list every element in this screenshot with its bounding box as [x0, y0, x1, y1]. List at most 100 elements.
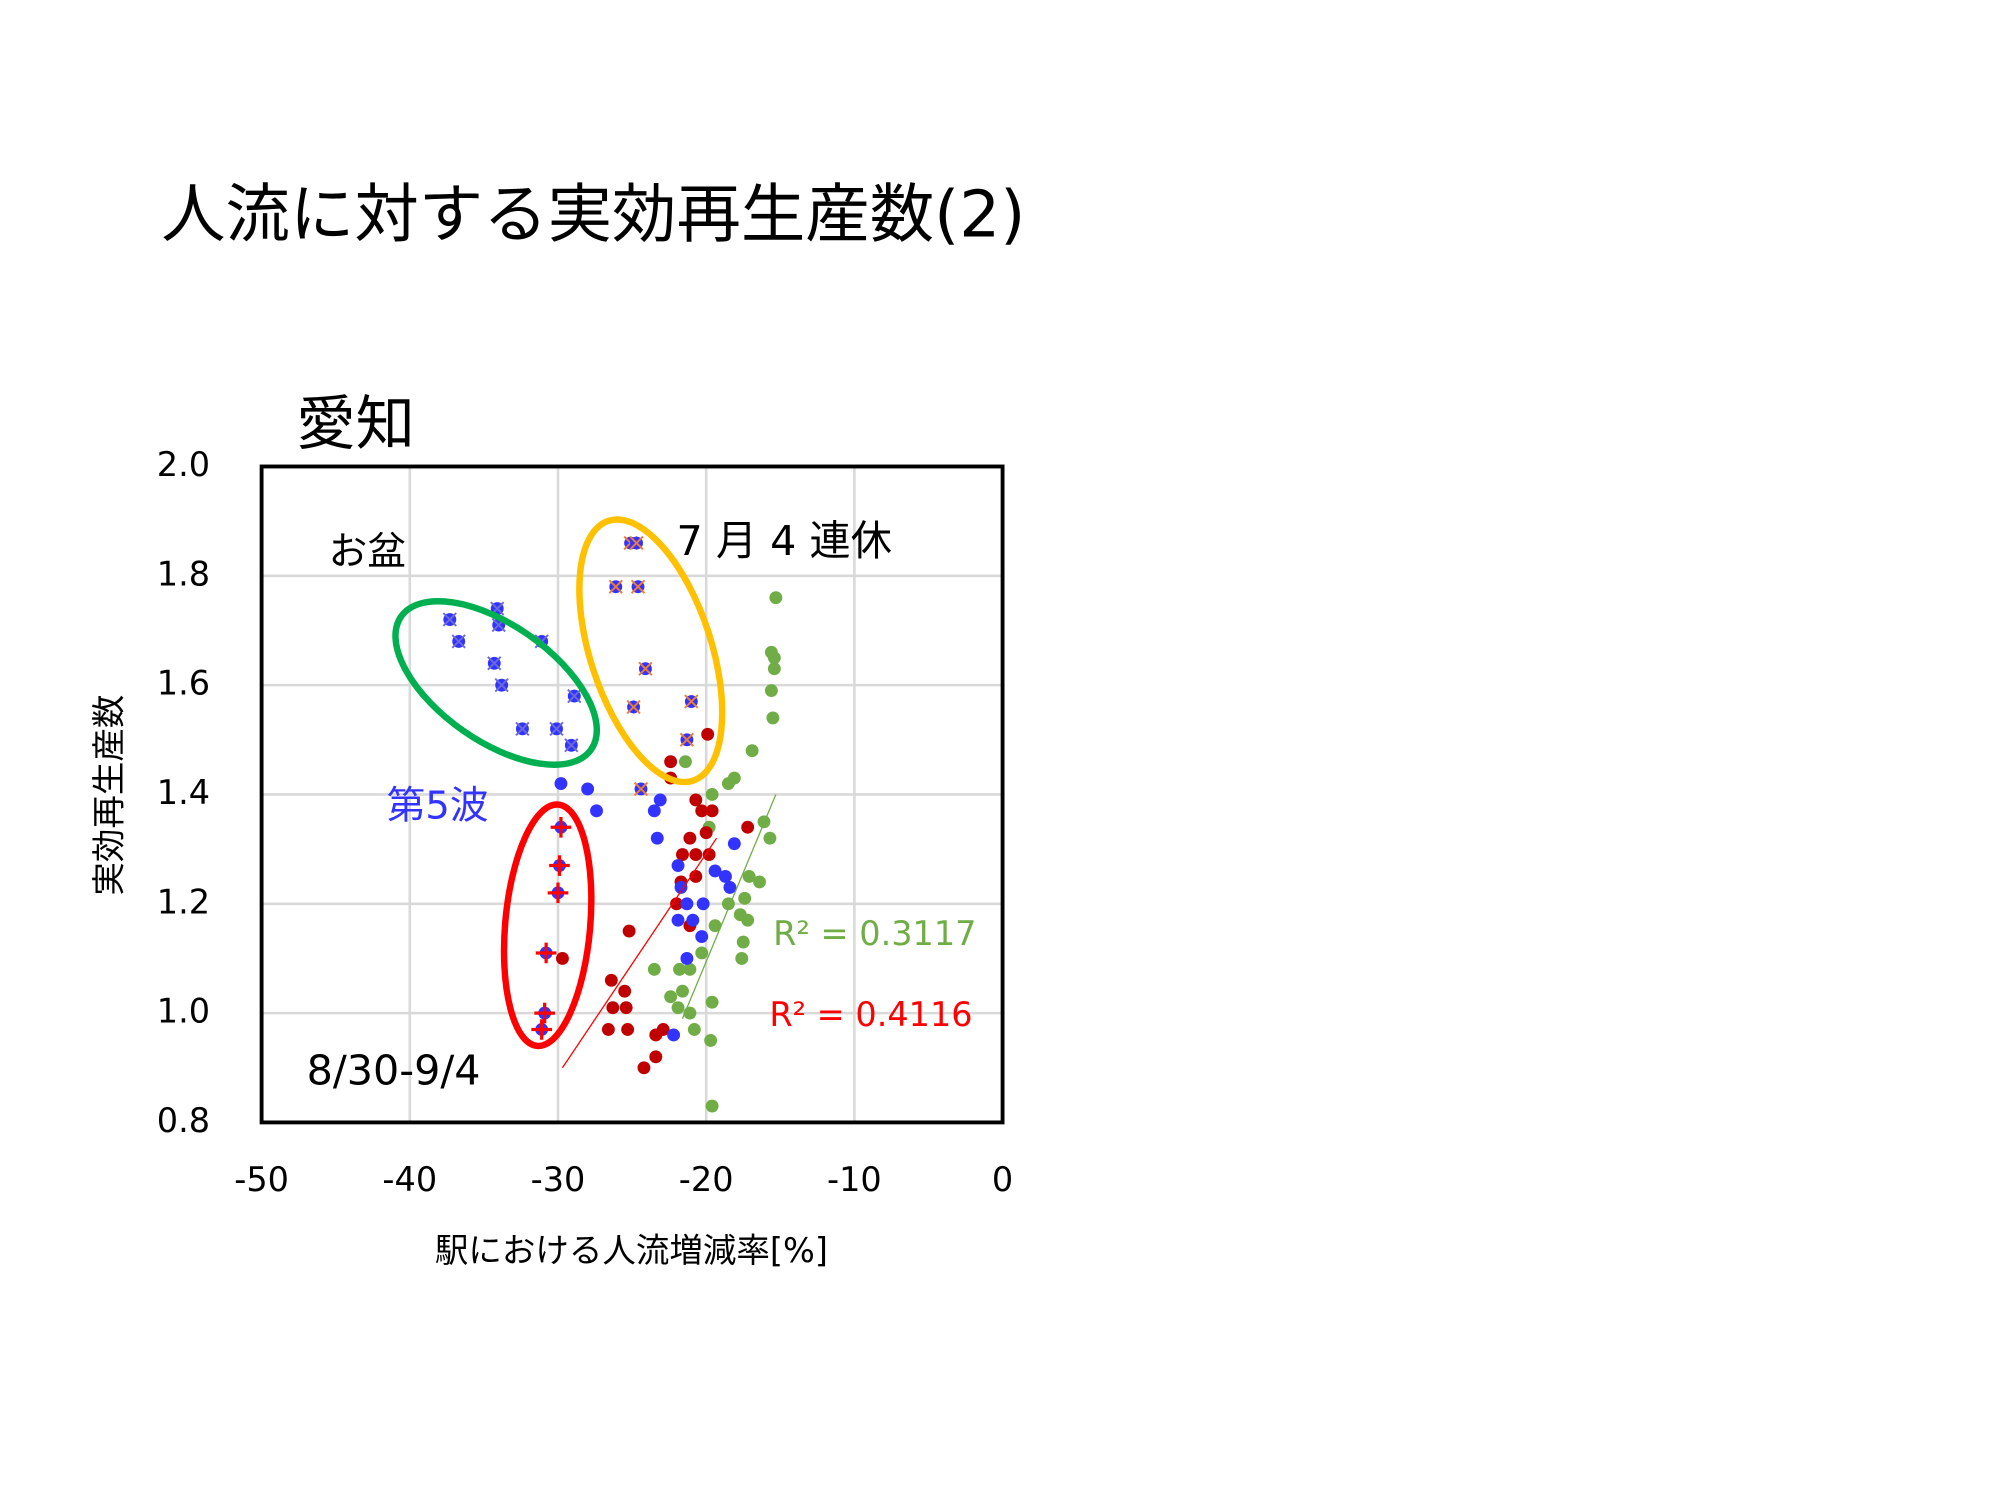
data-point: [442, 612, 457, 627]
point-marker: [763, 831, 777, 845]
marker-cross: [549, 855, 570, 876]
highlight-ellipse: [576, 516, 726, 786]
data-point: [621, 1023, 635, 1036]
data-point: [742, 870, 756, 883]
point-marker: [637, 1061, 651, 1075]
data-point: [695, 946, 709, 960]
data-point: [667, 1028, 681, 1042]
data-point: [633, 781, 649, 797]
point-marker: [622, 924, 636, 938]
data-point: [664, 755, 678, 769]
data-point: [550, 816, 572, 838]
data-point: [638, 661, 653, 676]
data-point: [695, 804, 709, 818]
point-marker: [719, 870, 732, 883]
point-marker: [767, 651, 781, 665]
data-point: [622, 924, 636, 938]
point-marker: [619, 1001, 633, 1015]
data-point: [555, 951, 569, 965]
data-point: [699, 826, 713, 840]
point-marker: [769, 591, 783, 605]
chart-title: 愛知: [296, 389, 415, 458]
point-marker: [647, 962, 661, 976]
data-point: [567, 688, 582, 704]
point-marker: [723, 880, 737, 894]
data-point: [664, 990, 678, 1004]
data-point: [764, 684, 778, 698]
point-marker: [705, 995, 719, 1009]
point-marker: [695, 946, 709, 960]
data-point: [689, 848, 703, 862]
marker-cross: [564, 738, 579, 753]
marker-cross: [567, 688, 582, 704]
data-point: [601, 1023, 615, 1036]
marker-cross: [534, 1002, 555, 1024]
data-point: [684, 694, 699, 709]
point-marker: [721, 777, 735, 790]
data-point: [702, 848, 716, 862]
point-marker: [680, 897, 694, 911]
data-point: [549, 855, 570, 876]
point-marker: [671, 1001, 685, 1015]
data-point: [670, 897, 683, 911]
point-marker: [676, 848, 689, 862]
marker-cross: [626, 699, 641, 715]
point-marker: [604, 973, 618, 987]
point-marker: [664, 990, 678, 1004]
data-point: [626, 699, 641, 715]
marker-cross: [638, 661, 653, 676]
data-point: [515, 721, 530, 736]
point-marker: [673, 962, 686, 976]
point-marker: [647, 804, 661, 818]
x-tick-label: 0: [992, 1160, 1013, 1199]
data-point: [741, 913, 755, 927]
data-point: [719, 870, 732, 883]
point-marker: [581, 782, 595, 796]
data-point: [683, 962, 697, 976]
x-axis-title: 駅における人流増減率[%]: [435, 1231, 828, 1270]
data-point: [647, 962, 661, 976]
y-axis-title: 実効再生産数: [89, 695, 128, 896]
point-marker: [653, 793, 667, 807]
r-squared-label: R² = 0.3117: [773, 914, 976, 953]
data-point: [735, 951, 749, 965]
data-point: [705, 995, 719, 1009]
point-marker: [741, 913, 755, 927]
point-marker: [676, 984, 689, 998]
point-marker: [766, 711, 780, 725]
point-marker: [736, 935, 750, 949]
data-point: [650, 831, 664, 845]
trendline: [681, 794, 777, 1019]
data-point: [705, 1099, 719, 1113]
data-point: [618, 984, 632, 998]
point-marker: [554, 777, 568, 790]
point-marker: [689, 793, 703, 807]
data-point: [647, 804, 661, 818]
data-point: [769, 591, 783, 605]
data-point: [637, 1061, 651, 1075]
y-tick-label: 1.0: [157, 992, 210, 1031]
y-tick-label: 0.8: [157, 1101, 210, 1140]
marker-cross: [494, 678, 509, 693]
data-point: [704, 1033, 718, 1047]
data-point: [619, 1001, 633, 1015]
point-marker: [667, 1028, 681, 1042]
point-marker: [606, 1001, 620, 1015]
point-marker: [601, 1023, 615, 1036]
data-point: [606, 1001, 620, 1015]
data-point: [451, 634, 466, 649]
data-point: [671, 859, 685, 872]
point-marker: [705, 804, 719, 818]
marker-cross: [487, 656, 502, 671]
data-point: [736, 935, 750, 949]
marker-cross: [629, 535, 644, 551]
data-point: [687, 1023, 701, 1036]
data-point: [753, 875, 766, 889]
data-point: [766, 711, 780, 725]
marker-cross: [531, 1019, 552, 1040]
point-marker: [671, 913, 685, 927]
point-marker: [696, 897, 710, 911]
marker-cross: [608, 579, 623, 594]
data-point: [674, 880, 688, 894]
